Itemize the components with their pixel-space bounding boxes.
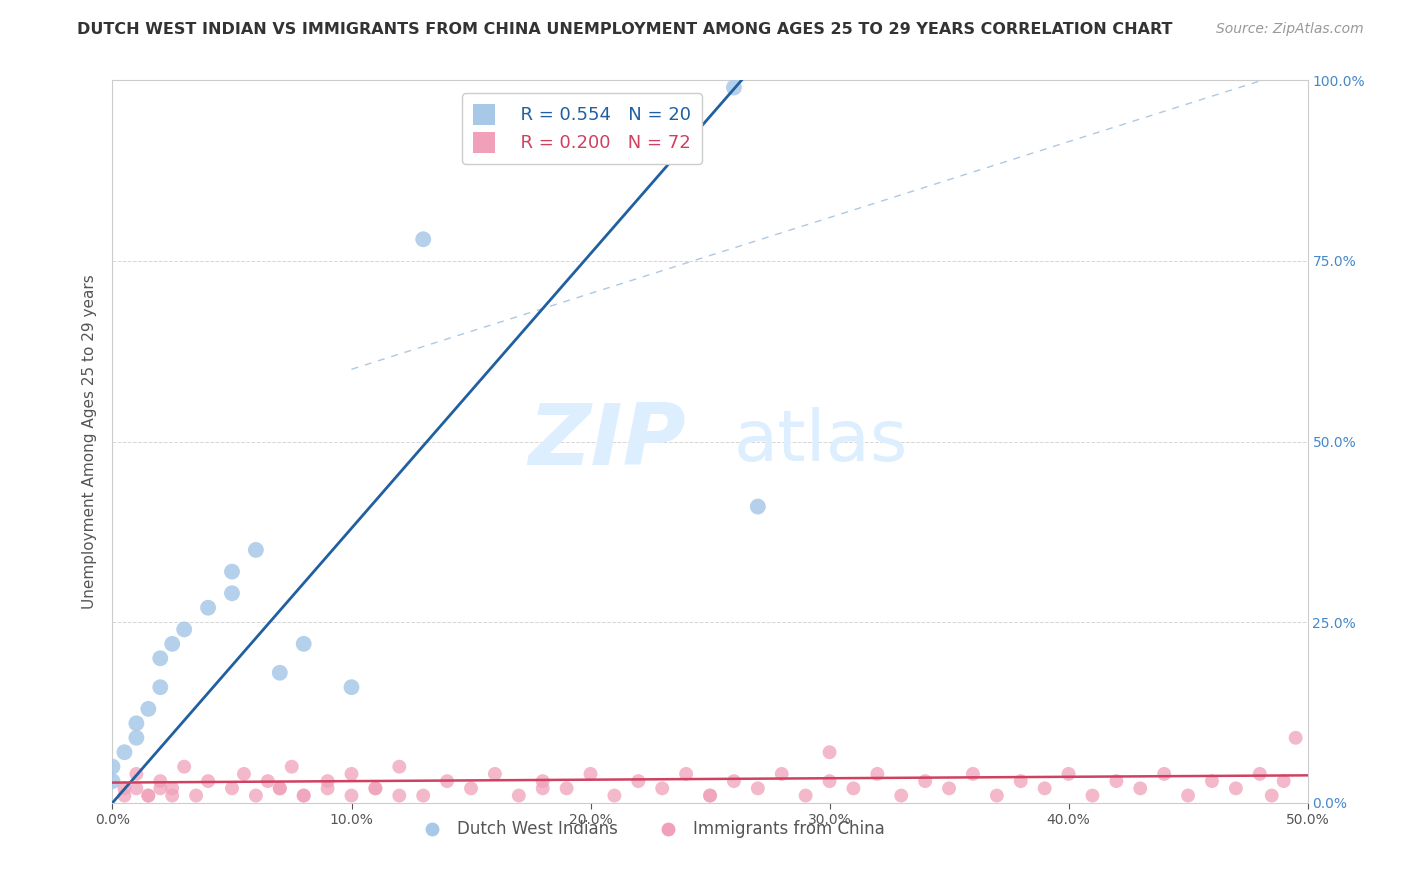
Point: [1081, 789, 1104, 803]
Point: [162, 781, 183, 796]
Point: [818, 745, 841, 759]
Point: [603, 789, 626, 803]
Point: [125, 767, 148, 781]
Point: [340, 789, 363, 803]
Text: ZIP: ZIP: [529, 400, 686, 483]
Text: Source: ZipAtlas.com: Source: ZipAtlas.com: [1216, 22, 1364, 37]
Point: [162, 789, 183, 803]
Point: [292, 789, 315, 803]
Point: [162, 637, 183, 651]
Point: [651, 781, 673, 796]
Point: [257, 774, 280, 789]
Point: [794, 789, 817, 803]
Point: [842, 781, 865, 796]
Point: [197, 600, 219, 615]
Point: [1261, 789, 1284, 803]
Point: [149, 651, 172, 665]
Point: [890, 789, 912, 803]
Point: [221, 781, 243, 796]
Point: [938, 781, 960, 796]
Point: [1057, 767, 1080, 781]
Point: [460, 781, 482, 796]
Point: [221, 586, 243, 600]
Point: [412, 789, 434, 803]
Point: [149, 781, 172, 796]
Point: [292, 789, 315, 803]
Point: [723, 774, 745, 789]
Point: [149, 774, 172, 789]
Point: [316, 774, 339, 789]
Point: [138, 702, 160, 716]
Point: [173, 623, 195, 637]
Point: [723, 80, 745, 95]
Point: [770, 767, 793, 781]
Point: [747, 500, 769, 514]
Point: [233, 767, 256, 781]
Point: [531, 781, 554, 796]
Point: [531, 774, 554, 789]
Point: [364, 781, 387, 796]
Point: [1249, 767, 1271, 781]
Point: [101, 760, 124, 774]
Point: [412, 232, 434, 246]
Text: atlas: atlas: [734, 407, 908, 476]
Point: [914, 774, 936, 789]
Text: DUTCH WEST INDIAN VS IMMIGRANTS FROM CHINA UNEMPLOYMENT AMONG AGES 25 TO 29 YEAR: DUTCH WEST INDIAN VS IMMIGRANTS FROM CHI…: [77, 22, 1173, 37]
Point: [1105, 774, 1128, 789]
Point: [269, 781, 291, 796]
Point: [245, 542, 267, 557]
Point: [508, 789, 530, 803]
Point: [1272, 774, 1295, 789]
Point: [125, 716, 148, 731]
Point: [221, 565, 243, 579]
Point: [579, 767, 602, 781]
Point: [138, 789, 160, 803]
Point: [986, 789, 1008, 803]
Point: [114, 789, 135, 803]
Point: [1033, 781, 1056, 796]
Point: [114, 745, 135, 759]
Point: [388, 789, 411, 803]
Point: [627, 774, 650, 789]
Legend: Dutch West Indians, Immigrants from China: Dutch West Indians, Immigrants from Chin…: [409, 814, 891, 845]
Point: [364, 781, 387, 796]
Point: [186, 789, 208, 803]
Point: [1177, 789, 1199, 803]
Point: [197, 774, 219, 789]
Point: [1225, 781, 1247, 796]
Point: [340, 680, 363, 694]
Point: [436, 774, 458, 789]
Point: [388, 760, 411, 774]
Point: [245, 789, 267, 803]
Point: [340, 767, 363, 781]
Point: [699, 789, 721, 803]
Point: [149, 680, 172, 694]
Point: [114, 781, 135, 796]
Point: [125, 781, 148, 796]
Point: [292, 637, 315, 651]
Point: [1129, 781, 1152, 796]
Point: [1010, 774, 1032, 789]
Point: [101, 774, 124, 789]
Y-axis label: Unemployment Among Ages 25 to 29 years: Unemployment Among Ages 25 to 29 years: [82, 274, 97, 609]
Point: [316, 781, 339, 796]
Point: [962, 767, 984, 781]
Point: [866, 767, 889, 781]
Point: [818, 774, 841, 789]
Point: [484, 767, 506, 781]
Point: [699, 789, 721, 803]
Point: [747, 781, 769, 796]
Point: [1285, 731, 1308, 745]
Point: [555, 781, 578, 796]
Point: [138, 789, 160, 803]
Point: [1201, 774, 1223, 789]
Point: [675, 767, 697, 781]
Point: [1153, 767, 1175, 781]
Point: [269, 781, 291, 796]
Point: [125, 731, 148, 745]
Point: [269, 665, 291, 680]
Point: [173, 760, 195, 774]
Point: [281, 760, 304, 774]
